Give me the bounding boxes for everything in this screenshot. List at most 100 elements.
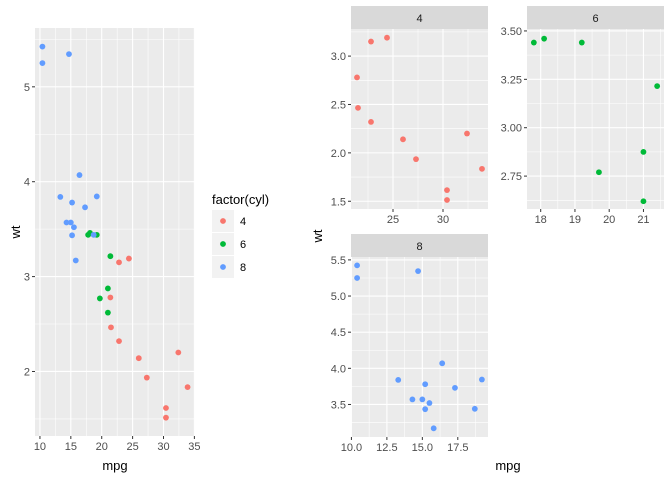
legend-key-point xyxy=(220,264,226,270)
facet-8: 8 10.0 12.5 15.0 17.5 3.5 4.0 4.5 5.0 5.5 xyxy=(331,234,488,454)
facet-8-point xyxy=(415,268,421,274)
right-faceted-plot: 4 25 30 1.5 2.0 2.5 3.0 6 18 19 20 21 2.75 3.00 3.25 3.… xyxy=(310,6,664,473)
left-x-tick-label: 20 xyxy=(96,441,108,453)
facet-strip-8 xyxy=(351,234,488,257)
left-point xyxy=(67,219,74,226)
facet-8-x-tick-label: 10.0 xyxy=(341,442,362,454)
facet-4-y-tick-label: 1.5 xyxy=(331,196,346,208)
facet-strip-label-6: 6 xyxy=(592,13,598,25)
left-point xyxy=(90,231,97,238)
facet-4-y-tick-label: 3.0 xyxy=(331,51,346,63)
facet-6-point xyxy=(578,39,585,46)
facet-8-point xyxy=(426,400,433,406)
facet-6-x-tick-label: 19 xyxy=(569,214,581,226)
facet-strip-label-8: 8 xyxy=(416,241,422,253)
left-y-tick-label: 3 xyxy=(24,272,30,284)
facet-8-panel-background xyxy=(351,257,488,437)
left-point xyxy=(107,253,114,260)
left-point xyxy=(163,405,169,411)
facet-8-y-tick-label: 4.5 xyxy=(331,327,346,339)
left-point xyxy=(116,338,122,345)
facet-4-point xyxy=(355,104,361,111)
legend-key-point xyxy=(220,218,226,224)
left-y-axis-title: wt xyxy=(8,225,23,239)
left-x-tick-label: 25 xyxy=(126,441,138,453)
facet-4-point xyxy=(368,38,374,45)
facet-8-point xyxy=(439,360,446,367)
facet-strip-4 xyxy=(351,6,488,29)
facet-4-point xyxy=(479,165,485,172)
facet-6-y-tick-label: 3.00 xyxy=(501,123,522,135)
legend-key-point xyxy=(220,241,226,247)
left-point xyxy=(143,374,150,381)
left-x-tick-label: 30 xyxy=(157,441,169,453)
facet-4-point xyxy=(354,74,360,81)
left-point xyxy=(76,172,83,178)
left-x-tick-label: 15 xyxy=(65,441,77,453)
facet-8-point xyxy=(430,425,437,432)
facet-8-y-tick-label: 3.5 xyxy=(331,399,346,411)
facet-4-y-tick-label: 2.0 xyxy=(331,148,346,160)
facet-strip-label-4: 4 xyxy=(416,13,422,25)
left-point xyxy=(39,60,46,67)
facet-8-point xyxy=(419,396,426,403)
facet-4-panel-background xyxy=(351,29,488,209)
left-point xyxy=(107,294,114,301)
facet-6-x-tick-label: 18 xyxy=(535,214,547,226)
right-x-axis-title: mpg xyxy=(495,458,520,473)
facet-strip-6 xyxy=(527,6,664,29)
facet-8-point xyxy=(354,275,360,281)
facet-8-point xyxy=(479,376,485,383)
facet-4-point xyxy=(413,156,419,163)
facet-6-point xyxy=(640,149,647,155)
facet-8-point xyxy=(395,376,402,383)
facet-8-y-tick-label: 5.0 xyxy=(331,291,346,303)
left-point xyxy=(71,224,77,231)
facet-6-point xyxy=(654,83,661,89)
facet-8-point xyxy=(471,405,478,412)
facet-6-point xyxy=(530,39,537,46)
facet-4: 4 25 30 1.5 2.0 2.5 3.0 xyxy=(331,6,488,226)
legend-label: 6 xyxy=(240,239,246,251)
facet-6-panel-background xyxy=(527,29,664,209)
facet-6-x-tick-label: 21 xyxy=(637,214,649,226)
facet-8-x-tick-label: 15.0 xyxy=(412,442,433,454)
left-point xyxy=(104,309,111,316)
left-point xyxy=(163,414,169,421)
left-point xyxy=(39,43,46,50)
facet-6-y-tick-label: 2.75 xyxy=(501,171,522,183)
left-point xyxy=(72,257,79,264)
legend-label: 4 xyxy=(240,216,246,228)
facet-4-point xyxy=(464,130,470,137)
facet-6-y-tick-label: 3.25 xyxy=(501,74,522,86)
facet-6-y-tick-label: 3.50 xyxy=(501,26,522,38)
left-y-tick-label: 5 xyxy=(24,82,30,94)
facet-8-x-tick-label: 12.5 xyxy=(376,442,397,454)
left-point xyxy=(63,219,70,226)
facet-4-point xyxy=(444,187,450,194)
right-y-axis-title: wt xyxy=(310,229,325,243)
left-scatter-plot: 10 15 20 25 30 35 2 3 4 5 mpg wt xyxy=(8,28,201,473)
left-point xyxy=(125,255,132,262)
facet-8-point xyxy=(422,381,429,388)
facet-4-point xyxy=(384,34,390,41)
facet-4-point xyxy=(400,136,406,143)
left-point xyxy=(93,193,100,200)
left-y-tick-label: 4 xyxy=(24,177,30,189)
left-point xyxy=(57,193,64,200)
facet-8-y-tick-label: 5.5 xyxy=(331,255,346,267)
left-x-tick-label: 10 xyxy=(34,441,46,453)
facet-8-point xyxy=(422,406,429,413)
facet-6: 6 18 19 20 21 2.75 3.00 3.25 3.50 xyxy=(501,6,664,226)
facet-4-x-tick-label: 25 xyxy=(387,214,399,226)
legend-label: 8 xyxy=(240,262,246,274)
left-point xyxy=(184,384,191,391)
facet-8-point xyxy=(409,396,416,403)
left-point xyxy=(96,295,103,302)
facet-6-point xyxy=(541,35,548,42)
facet-8-point xyxy=(452,384,458,391)
facet-8-x-tick-label: 17.5 xyxy=(447,442,468,454)
left-point xyxy=(82,204,88,211)
legend: factor(cyl) 4 6 8 xyxy=(212,192,269,278)
